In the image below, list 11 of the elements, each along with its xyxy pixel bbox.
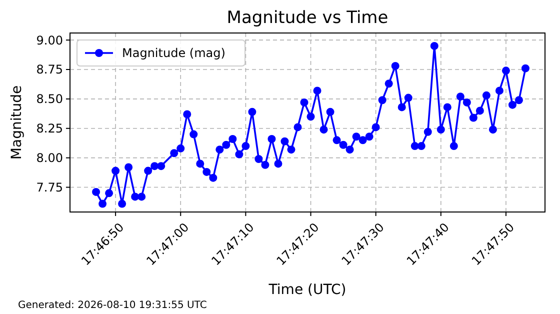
y-tick-label: 9.00 bbox=[36, 33, 63, 48]
y-axis-title: Magnitude bbox=[9, 85, 25, 160]
y-tick-label: 8.75 bbox=[36, 62, 63, 77]
y-tick-label: 8.25 bbox=[36, 122, 63, 136]
text: Generated: 2026-08-10 19:31:55 UTC bbox=[18, 300, 207, 311]
y-tick-label: 8.50 bbox=[36, 92, 63, 106]
y-tick-label: 8.00 bbox=[36, 151, 63, 166]
y-tick-label: 7.75 bbox=[36, 180, 63, 194]
chart-title: Magnitude vs Time bbox=[226, 8, 388, 28]
legend-label: Magnitude (mag) bbox=[122, 46, 226, 60]
x-axis-title: Time (UTC) bbox=[268, 282, 346, 298]
